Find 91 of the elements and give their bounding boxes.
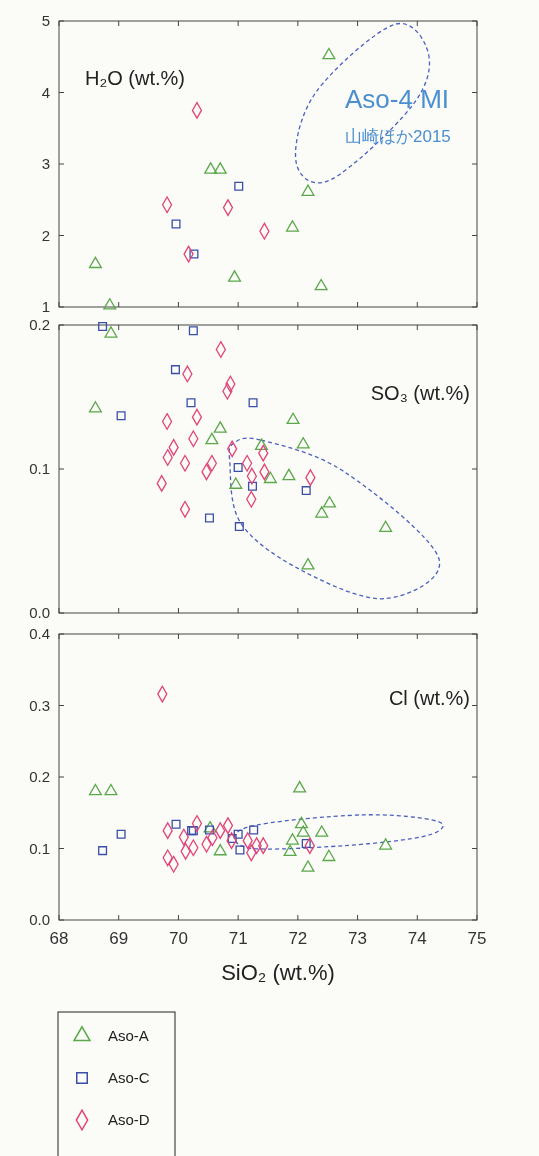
point [314,278,328,291]
point [234,522,244,532]
point [286,412,300,425]
x-tick-label: 74 [407,929,427,948]
y-tick-label: 0.2 [29,316,50,334]
point [116,829,126,839]
y-tick-label: 0.1 [29,460,50,478]
point [379,838,393,850]
point [104,783,118,796]
point [213,162,227,174]
legend-label: Aso-A [108,1027,149,1044]
point [213,843,227,856]
y-tick-label: 0.0 [29,911,50,929]
point [186,398,196,408]
y-axis-title: SO₃ (wt.%) [370,382,470,404]
point [294,816,308,829]
point [234,181,244,191]
point [285,220,300,232]
point [301,838,311,849]
point [315,825,329,837]
point [263,471,277,484]
point [235,845,245,855]
point [116,411,126,421]
point [104,326,118,338]
point [213,421,227,433]
point [301,558,315,570]
point [170,365,180,375]
point [322,849,336,862]
point [247,481,257,491]
point [283,844,297,857]
point [379,520,393,533]
y-axis-title: Cl (wt.%) [388,687,470,709]
point [293,780,307,793]
point [301,860,315,872]
point [161,413,173,430]
point [296,825,310,837]
point [88,783,102,796]
y-tick-label: 0.1 [29,839,50,857]
point [98,321,108,331]
annotation: 山崎ほか2015 [345,127,451,146]
y-tick-label: 0.4 [29,625,50,643]
x-tick-label: 69 [109,929,129,948]
point [248,398,258,408]
x-tick-label: 75 [467,929,487,948]
x-tick-label: 68 [49,929,69,948]
point [171,219,181,229]
point [204,162,218,174]
y-axis-title: H₂O (wt.%) [85,67,185,89]
y-tick-label: 0.0 [29,604,50,622]
y-tick-label: 1 [41,298,50,316]
y-tick-label: 3 [41,155,50,173]
y-tick-label: 5 [41,12,50,30]
x-tick-label: 72 [288,929,308,948]
point [315,506,329,518]
point [282,468,296,481]
point [203,821,217,833]
point [249,825,259,835]
annotation: Aso-4 MI [345,84,450,114]
point [103,298,117,310]
point [204,825,214,835]
point [322,47,336,60]
point [301,486,311,496]
point [171,819,181,829]
x-tick-label: 70 [168,929,188,948]
point [191,815,203,832]
point [301,184,315,196]
y-tick-label: 0.3 [29,696,50,714]
x-tick-label: 73 [348,929,368,948]
y-tick-label: 0.2 [29,768,50,786]
point [285,833,300,845]
point [233,829,243,839]
legend-label: Aso-C [108,1069,150,1086]
point [228,270,242,282]
point [233,463,243,473]
point [88,401,102,413]
point [88,256,102,269]
point [204,513,214,523]
point [229,477,243,489]
x-tick-label: 71 [228,929,248,948]
legend-label: Aso-D [108,1111,150,1128]
x-axis-title: SiO₂ (wt.%) [221,960,335,985]
point [188,326,198,336]
point [227,833,237,844]
point [254,438,268,451]
point [205,432,219,445]
point [322,496,337,508]
point [98,846,108,856]
point [189,249,199,259]
point [296,437,310,449]
y-tick-label: 4 [41,83,50,101]
y-tick-label: 2 [41,226,50,244]
